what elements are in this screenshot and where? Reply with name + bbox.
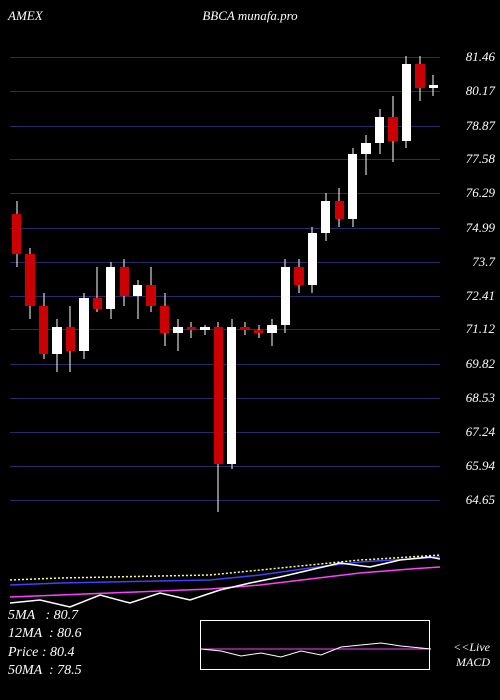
y-axis-label: 68.53	[466, 390, 495, 406]
candle	[308, 30, 317, 530]
candle	[187, 30, 196, 530]
candle	[79, 30, 88, 530]
y-axis-label: 78.87	[466, 118, 495, 134]
indicator-line-blue	[10, 557, 440, 585]
macd-label-line1: <<Live	[453, 640, 490, 654]
indicator-line-dotted	[10, 555, 440, 580]
candle	[173, 30, 182, 530]
y-axis-label: 67.24	[466, 424, 495, 440]
info-row: Price : 80.4	[8, 644, 82, 662]
y-axis-label: 71.12	[466, 321, 495, 337]
candle	[240, 30, 249, 530]
indicator-panel	[10, 535, 440, 610]
candle	[227, 30, 236, 530]
info-row: 5MA : 80.7	[8, 607, 82, 625]
candle	[106, 30, 115, 530]
y-axis-label: 81.46	[466, 49, 495, 65]
ma-info-box: 5MA : 80.712MA : 80.6Price : 80.450MA : …	[8, 607, 82, 680]
candle	[133, 30, 142, 530]
candle	[39, 30, 48, 530]
ticker-label: BBCA munafa.pro	[202, 8, 297, 24]
candle	[120, 30, 129, 530]
macd-signal-line	[201, 643, 431, 657]
y-axis-label: 65.94	[466, 458, 495, 474]
y-axis-label: 77.58	[466, 151, 495, 167]
candle	[294, 30, 303, 530]
y-axis-label: 76.29	[466, 185, 495, 201]
candle	[93, 30, 102, 530]
candle	[52, 30, 61, 530]
y-axis-label: 69.82	[466, 356, 495, 372]
chart-container: AMEX BBCA munafa.pro 81.4680.1778.8777.5…	[0, 0, 500, 700]
candle	[375, 30, 384, 530]
y-axis-label: 64.65	[466, 492, 495, 508]
candle	[254, 30, 263, 530]
info-row: 12MA : 80.6	[8, 625, 82, 643]
info-row: 50MA : 78.5	[8, 662, 82, 680]
y-axis-label: 80.17	[466, 83, 495, 99]
candle	[361, 30, 370, 530]
candle	[348, 30, 357, 530]
candle	[335, 30, 344, 530]
y-axis-label: 72.41	[466, 288, 495, 304]
candle	[66, 30, 75, 530]
candle	[415, 30, 424, 530]
macd-label: <<Live MACD	[453, 640, 490, 670]
candle	[388, 30, 397, 530]
macd-inset	[200, 620, 430, 670]
macd-label-line2: MACD	[456, 655, 490, 669]
candle	[200, 30, 209, 530]
candle	[402, 30, 411, 530]
candle	[146, 30, 155, 530]
exchange-label: AMEX	[8, 8, 43, 24]
candle	[214, 30, 223, 530]
y-axis-label: 73.7	[472, 254, 495, 270]
y-axis-label: 74.99	[466, 220, 495, 236]
candle	[429, 30, 438, 530]
candle	[267, 30, 276, 530]
candle	[25, 30, 34, 530]
candle	[281, 30, 290, 530]
candle	[160, 30, 169, 530]
candlestick-chart: 81.4680.1778.8777.5876.2974.9973.772.417…	[10, 30, 440, 530]
candle	[12, 30, 21, 530]
candle	[321, 30, 330, 530]
